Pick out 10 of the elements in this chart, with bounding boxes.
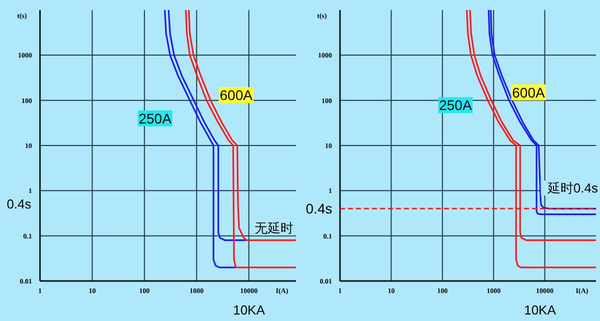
- text: 10KA: [233, 302, 266, 318]
- annotation: 延时0.4s: [546, 180, 598, 196]
- ref-line-label: 0.4s: [306, 200, 332, 217]
- annotation: 无延时: [254, 220, 294, 236]
- annotation: 600A: [512, 84, 546, 100]
- text: 10KA: [524, 302, 556, 318]
- annotation: 250A: [138, 110, 172, 126]
- annotation: 250A: [439, 97, 472, 114]
- annotation: 600A: [220, 87, 254, 104]
- text: 0.4s: [6, 196, 32, 212]
